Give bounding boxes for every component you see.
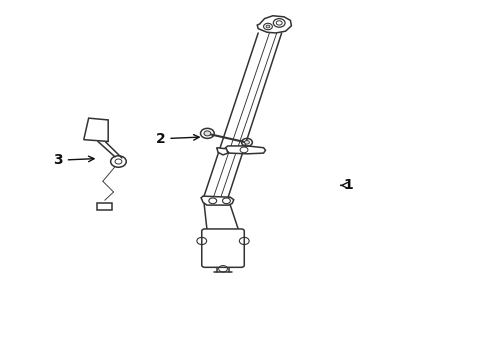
Circle shape <box>266 25 270 28</box>
Circle shape <box>204 131 211 136</box>
Polygon shape <box>98 203 112 210</box>
Polygon shape <box>84 118 108 141</box>
Polygon shape <box>225 146 266 154</box>
Polygon shape <box>217 148 228 155</box>
Polygon shape <box>201 196 234 205</box>
Text: 1: 1 <box>341 178 353 192</box>
Text: 2: 2 <box>156 132 199 146</box>
FancyBboxPatch shape <box>202 229 245 267</box>
Text: 3: 3 <box>53 153 94 167</box>
Polygon shape <box>257 16 292 33</box>
Circle shape <box>245 140 249 144</box>
